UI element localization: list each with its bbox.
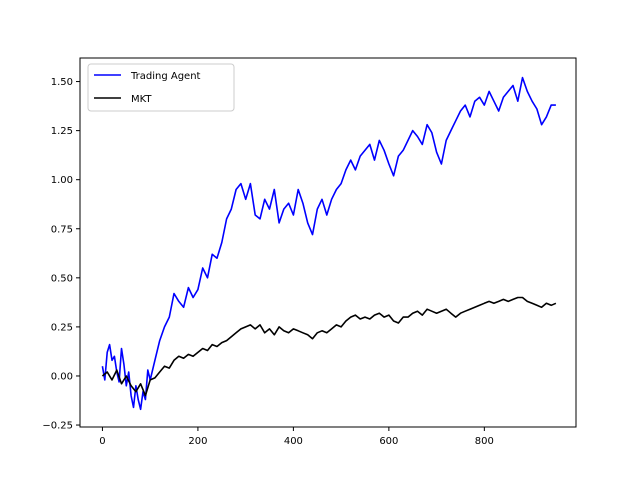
y-tick-label: 0.25 bbox=[51, 322, 73, 333]
y-axis: −0.25 0.00 0.25 0.50 0.75 1.00 1.25 1.50 bbox=[42, 77, 80, 432]
x-tick-label: 200 bbox=[188, 436, 207, 447]
plot-area-frame bbox=[79, 57, 577, 428]
legend: Trading Agent MKT bbox=[87, 63, 235, 112]
y-tick-label: 0.50 bbox=[51, 273, 73, 284]
legend-frame bbox=[87, 63, 235, 112]
x-tick-label: 600 bbox=[379, 436, 398, 447]
y-tick-label: 1.00 bbox=[51, 175, 73, 186]
series-line-trading-agent bbox=[101, 76, 556, 411]
legend-label-trading-agent: Trading Agent bbox=[130, 71, 201, 82]
series-line-mkt bbox=[101, 296, 557, 397]
y-tick-label: 1.25 bbox=[51, 126, 73, 137]
y-tick-label: 0.75 bbox=[51, 224, 73, 235]
y-tick-label: −0.25 bbox=[42, 421, 73, 432]
y-tick-label: 0.00 bbox=[51, 371, 73, 382]
y-tick-label: 1.50 bbox=[51, 77, 73, 88]
x-tick-label: 400 bbox=[284, 436, 303, 447]
x-axis: 0 200 400 600 800 bbox=[99, 427, 494, 447]
x-tick-label: 0 bbox=[99, 436, 105, 447]
legend-label-mkt: MKT bbox=[131, 94, 152, 105]
x-tick-label: 800 bbox=[475, 436, 494, 447]
series-layer bbox=[101, 76, 557, 411]
